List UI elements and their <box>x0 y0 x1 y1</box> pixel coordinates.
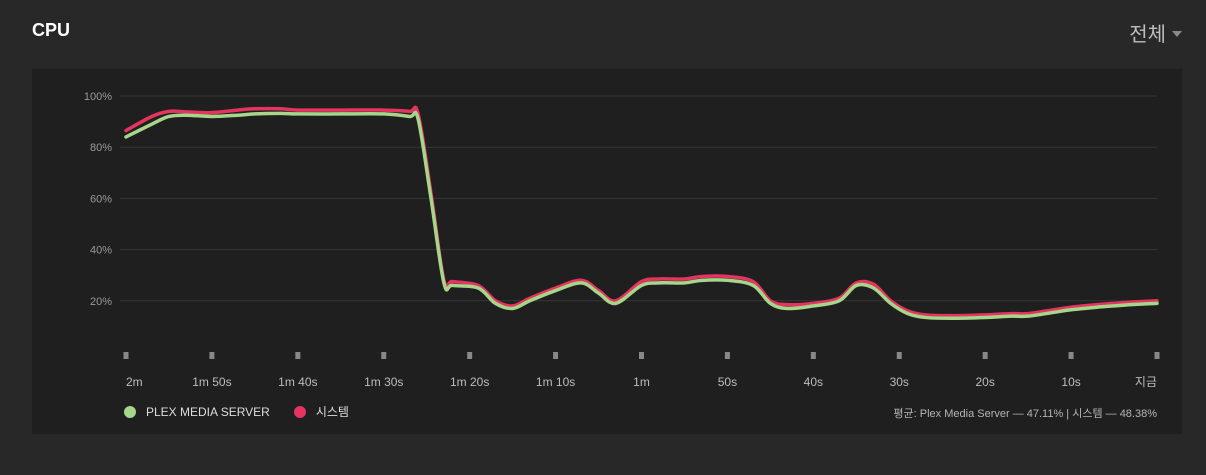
legend-label-plex: PLEX MEDIA SERVER <box>146 404 270 419</box>
y-axis-ticks: 100% 80% 60% 40% 20% <box>84 91 112 308</box>
x-tick-mark <box>1068 352 1074 359</box>
x-tick-label: 2m <box>126 375 143 389</box>
x-tick-label: 10s <box>1061 375 1080 389</box>
y-tick-label: 60% <box>90 193 112 205</box>
legend-item-system[interactable]: 시스템 <box>293 403 349 420</box>
time-range-dropdown[interactable]: 전체 <box>1129 18 1182 47</box>
x-tick-mark <box>896 352 902 359</box>
x-tick-label: 40s <box>804 375 823 389</box>
chart-panel: 100% 80% 60% 40% 20% 2m 1m 50s 1m 40s 1m 30s 1m … <box>32 69 1182 434</box>
system-color-dot <box>293 405 306 418</box>
x-tick-label: 20s <box>975 375 994 389</box>
x-tick-mark <box>1154 352 1160 359</box>
time-range-label: 전체 <box>1129 24 1166 46</box>
chevron-down-icon <box>1172 30 1182 37</box>
legend-label-system: 시스템 <box>315 405 349 419</box>
x-tick-mark <box>553 352 559 359</box>
grid-lines <box>120 95 1157 302</box>
x-tick-mark <box>982 352 988 359</box>
x-tick-mark <box>209 352 215 359</box>
x-tick-label: 1m <box>633 375 650 389</box>
x-tick-mark <box>295 352 301 359</box>
legend-item-plex[interactable]: PLEX MEDIA SERVER <box>124 403 270 420</box>
plex-line <box>124 110 1159 320</box>
cpu-line-chart: 100% 80% 60% 40% 20% 2m 1m 50s 1m 40s 1m 30s 1m … <box>84 91 1160 389</box>
legend: PLEX MEDIA SERVER 시스템 <box>124 403 349 420</box>
x-tick-label: 1m 50s <box>192 375 231 389</box>
x-tick-label: 지금 <box>1135 375 1157 389</box>
y-tick-label: 80% <box>90 142 112 154</box>
x-axis-ticks: 2m 1m 50s 1m 40s 1m 30s 1m 20s 1m 10s 1m 50s 40s… <box>123 352 1160 389</box>
average-summary: 평균: Plex Media Server — 47.11% | 시스템 — 4… <box>893 408 1157 420</box>
y-tick-label: 100% <box>84 91 112 103</box>
series-lines <box>124 105 1159 320</box>
x-tick-mark <box>639 352 644 359</box>
x-tick-mark <box>123 352 129 359</box>
x-tick-label: 1m 10s <box>536 375 575 389</box>
plex-color-dot <box>124 405 136 418</box>
x-tick-mark <box>467 352 473 359</box>
x-tick-label: 50s <box>718 375 737 389</box>
x-tick-label: 1m 30s <box>364 375 403 389</box>
y-tick-label: 20% <box>90 296 112 308</box>
x-tick-mark <box>381 352 387 359</box>
x-tick-mark <box>724 352 730 359</box>
x-tick-label: 30s <box>890 375 909 389</box>
x-tick-mark <box>810 352 816 359</box>
x-tick-label: 1m 40s <box>278 375 317 389</box>
y-tick-label: 40% <box>90 245 112 257</box>
system-line <box>124 105 1159 318</box>
chart-title: CPU <box>32 20 71 40</box>
x-tick-label: 1m 20s <box>450 375 489 389</box>
